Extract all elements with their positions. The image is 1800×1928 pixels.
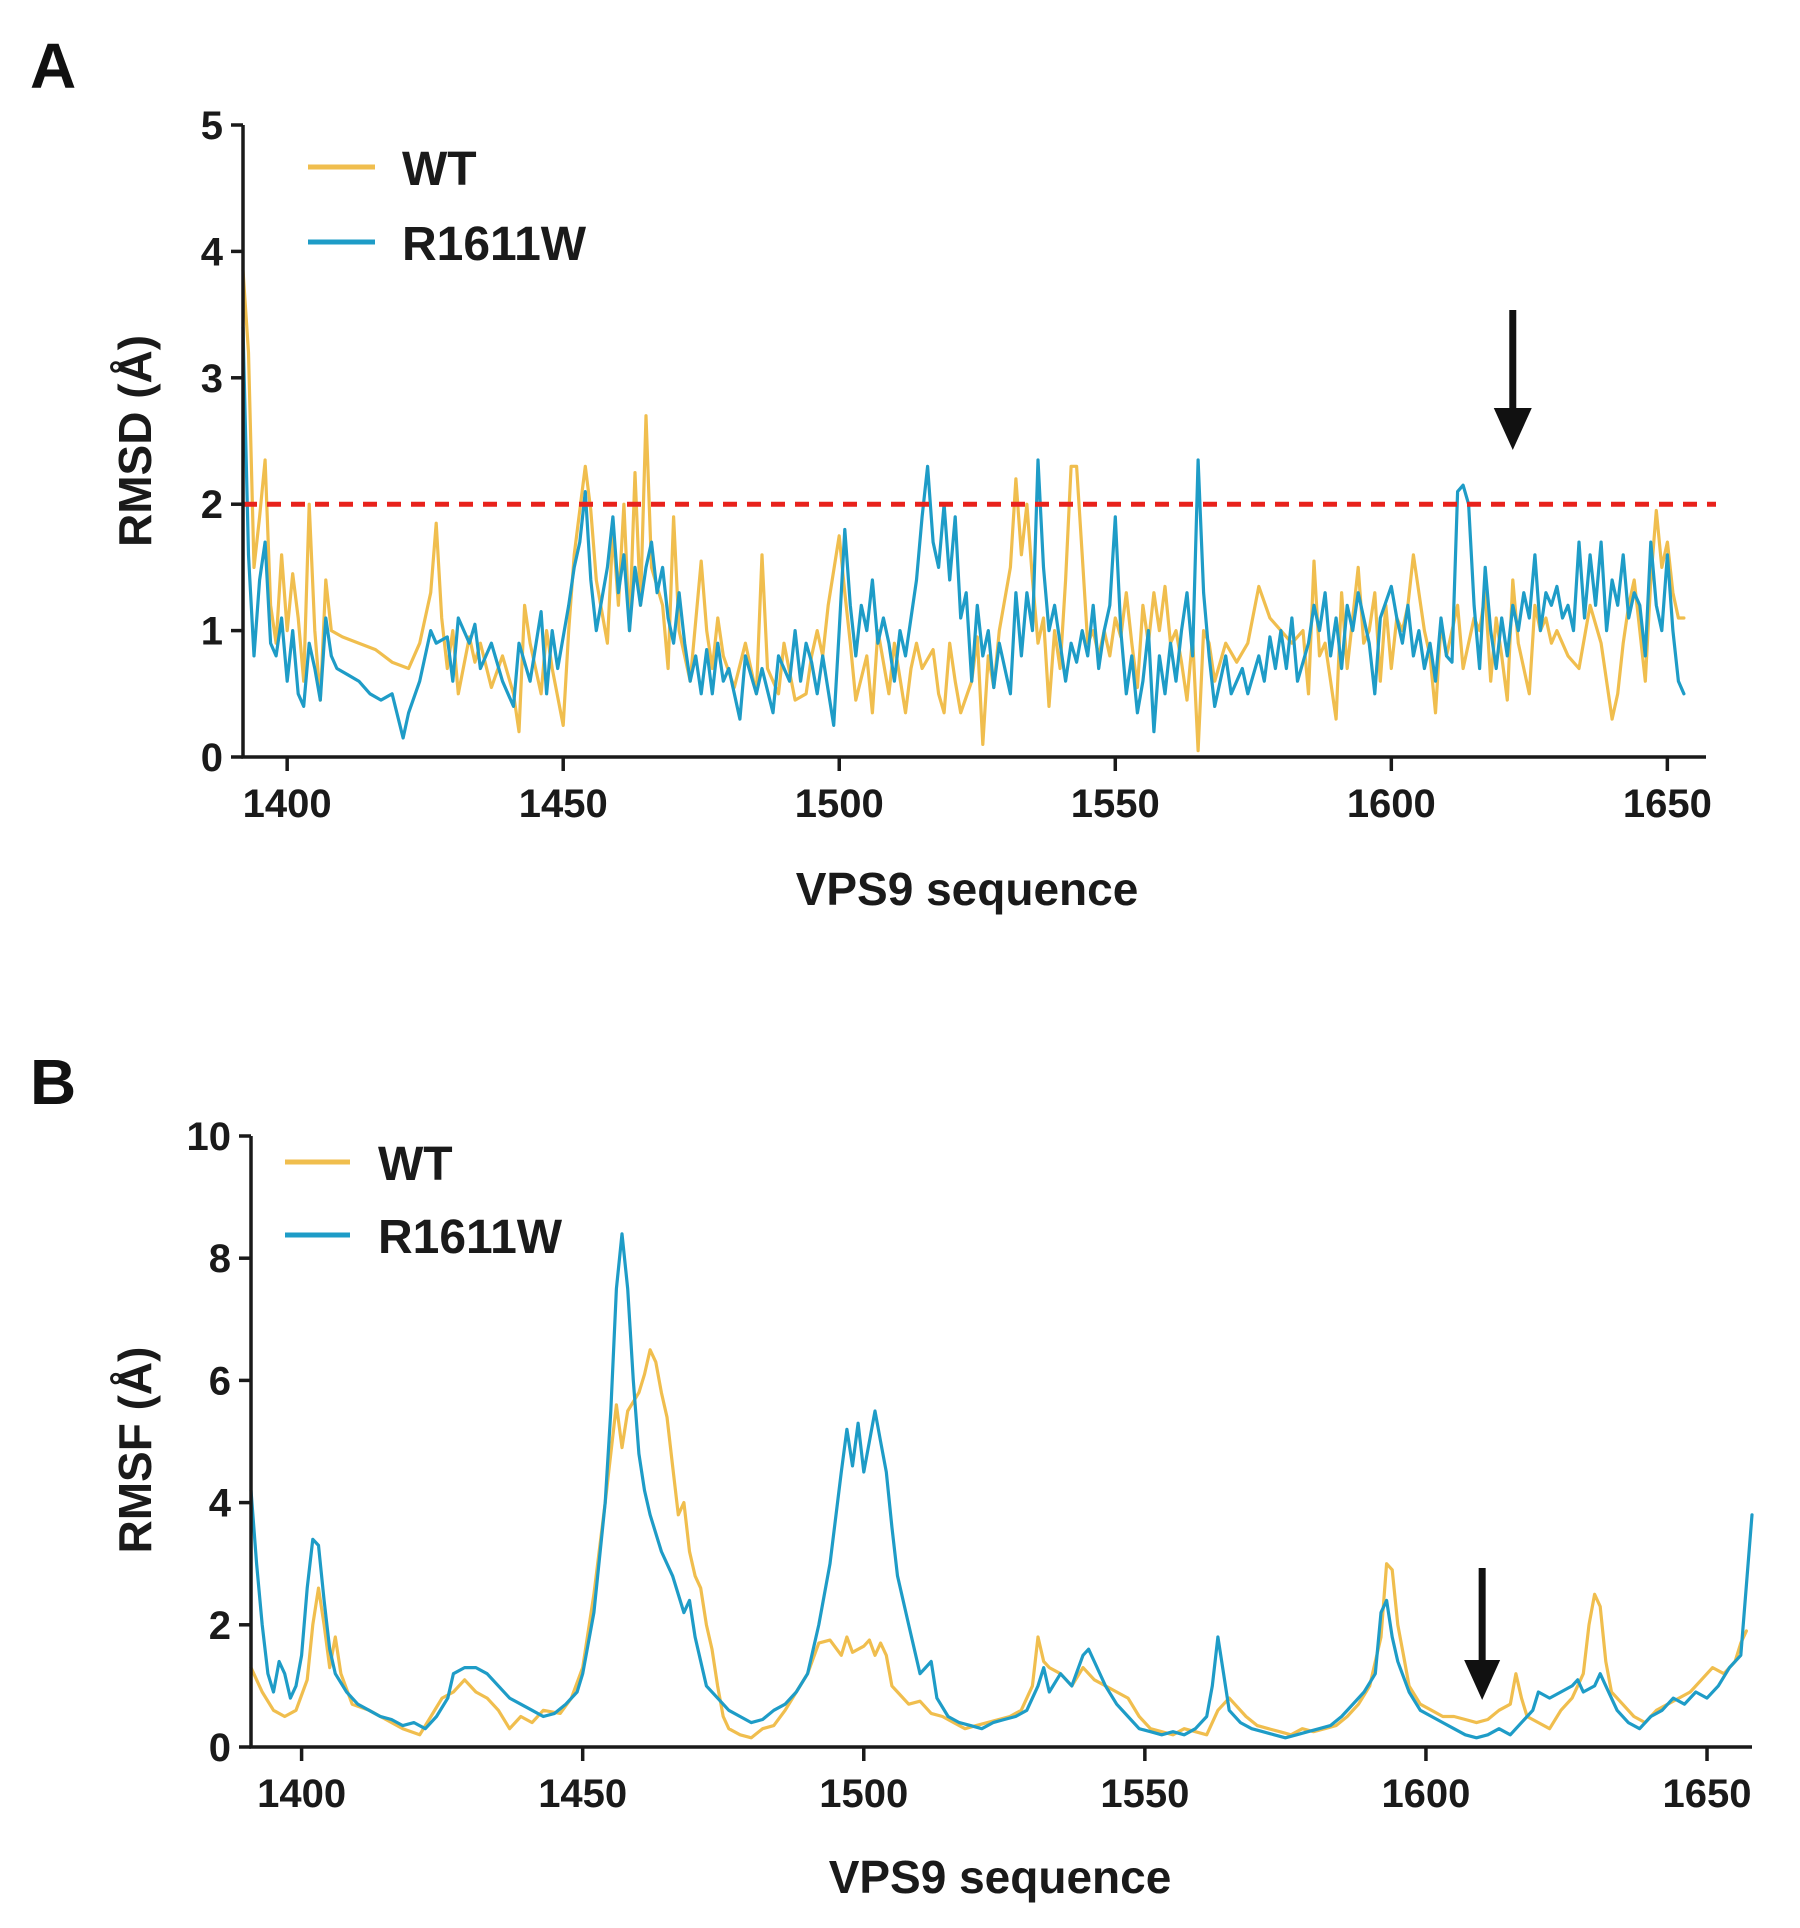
panel-a-y-axis-title: RMSD (Å) bbox=[109, 335, 161, 547]
panel-b-series-line-wt bbox=[249, 1348, 1748, 1740]
panel-b-series-line-r1611w bbox=[249, 1232, 1754, 1740]
panel-a: A 1400 1450 1500 1550 1600 1650 0 1 2 3 4 5 VPS9 s… bbox=[30, 30, 1716, 915]
panel-a-series-line-r1611w bbox=[241, 325, 1686, 740]
panel-a-arrow-annotation bbox=[1493, 310, 1532, 450]
panel-a-arrow-head bbox=[1493, 408, 1532, 450]
panel-a-y-tick-label-0: 0 bbox=[201, 736, 223, 780]
panel-b-y-tick-label-10: 10 bbox=[187, 1115, 232, 1159]
panel-a-y-tick-label-5: 5 bbox=[201, 104, 223, 148]
panel-a-y-ticks: 0 1 2 3 4 5 bbox=[201, 104, 243, 780]
panel-b-x-tick-label-1450: 1450 bbox=[538, 1772, 627, 1816]
panel-b-x-tick-label-1550: 1550 bbox=[1100, 1772, 1189, 1816]
panel-b-y-tick-label-8: 8 bbox=[209, 1237, 231, 1281]
panel-a-x-tick-label-1600: 1600 bbox=[1347, 782, 1436, 826]
panel-b: B 1400 1450 1500 1550 1600 1650 0 2 4 6 8 10 VPS9 … bbox=[30, 1046, 1754, 1903]
panel-a-series-line-wt bbox=[241, 268, 1686, 753]
panel-a-x-axis-title: VPS9 sequence bbox=[796, 863, 1139, 915]
panel-b-y-ticks: 0 2 4 6 8 10 bbox=[187, 1115, 251, 1770]
panel-a-y-tick-label-2: 2 bbox=[201, 483, 223, 527]
panel-a-x-tick-label-1400: 1400 bbox=[243, 782, 332, 826]
panel-a-y-tick-label-4: 4 bbox=[201, 230, 224, 274]
panel-b-x-axis-title: VPS9 sequence bbox=[829, 1851, 1172, 1903]
panel-b-x-tick-label-1500: 1500 bbox=[819, 1772, 908, 1816]
panel-a-letter: A bbox=[30, 30, 76, 102]
panel-b-letter: B bbox=[30, 1046, 76, 1118]
panel-b-series bbox=[249, 1232, 1754, 1740]
panel-b-x-tick-label-1400: 1400 bbox=[257, 1772, 346, 1816]
panel-b-y-tick-label-6: 6 bbox=[209, 1359, 231, 1403]
panel-b-y-tick-label-4: 4 bbox=[209, 1482, 232, 1526]
panel-b-x-ticks: 1400 1450 1500 1550 1600 1650 bbox=[257, 1747, 1752, 1816]
panel-a-x-tick-label-1650: 1650 bbox=[1623, 782, 1712, 826]
panel-b-x-tick-label-1650: 1650 bbox=[1663, 1772, 1752, 1816]
panel-b-arrow-head bbox=[1464, 1660, 1501, 1700]
panel-a-y-tick-label-3: 3 bbox=[201, 357, 223, 401]
panel-a-x-tick-label-1500: 1500 bbox=[795, 782, 884, 826]
panel-a-x-ticks: 1400 1450 1500 1550 1600 1650 bbox=[243, 757, 1712, 826]
panel-b-legend-label-r1611w: R1611W bbox=[378, 1211, 563, 1264]
panel-a-x-tick-label-1550: 1550 bbox=[1071, 782, 1160, 826]
panel-b-y-tick-label-2: 2 bbox=[209, 1604, 231, 1648]
panel-a-legend-label-r1611w: R1611W bbox=[402, 218, 587, 271]
panel-b-arrow-annotation bbox=[1464, 1568, 1501, 1700]
panel-b-y-tick-label-0: 0 bbox=[209, 1726, 231, 1770]
panel-a-series bbox=[241, 268, 1686, 753]
panel-a-legend-label-wt: WT bbox=[402, 143, 477, 196]
panel-b-legend: WT R1611W bbox=[285, 1138, 563, 1264]
panel-a-plot-area bbox=[241, 268, 1716, 753]
panel-b-y-axis-title: RMSF (Å) bbox=[109, 1347, 161, 1554]
panel-a-legend: WT R1611W bbox=[308, 143, 587, 271]
panel-a-y-tick-label-1: 1 bbox=[201, 610, 223, 654]
panel-a-x-tick-label-1450: 1450 bbox=[519, 782, 608, 826]
panel-b-legend-label-wt: WT bbox=[378, 1138, 453, 1191]
panel-b-x-tick-label-1600: 1600 bbox=[1381, 1772, 1470, 1816]
panel-b-plot-area bbox=[249, 1232, 1754, 1740]
